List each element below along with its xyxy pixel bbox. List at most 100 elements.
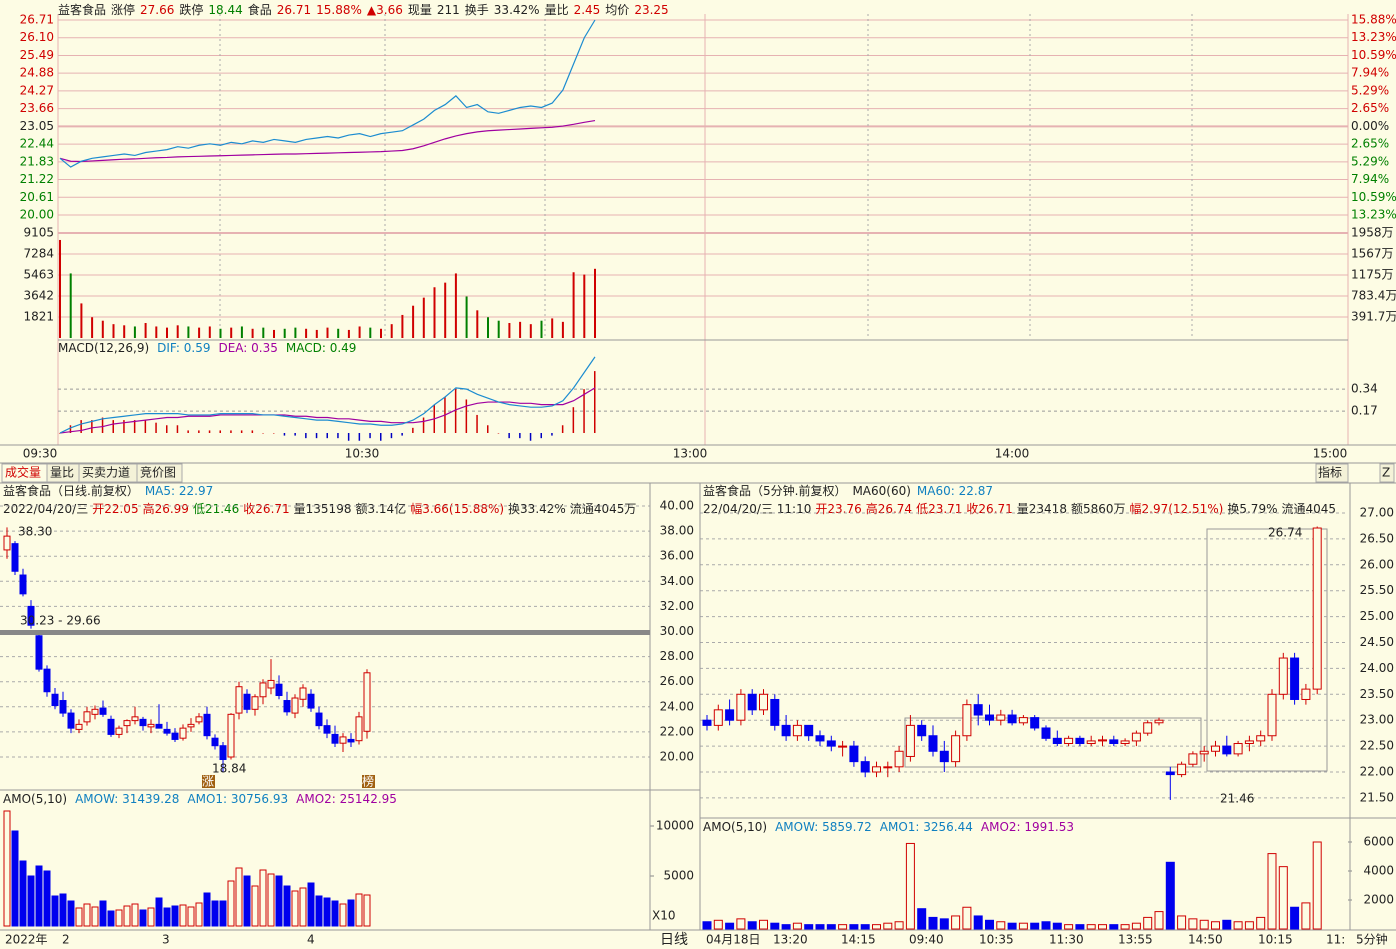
tab-label[interactable]: 量比 bbox=[50, 466, 74, 480]
volume-bar bbox=[380, 328, 382, 338]
volume-bar bbox=[112, 324, 115, 338]
amo-bar bbox=[759, 919, 768, 930]
volume-bar bbox=[91, 317, 94, 338]
candle-body bbox=[19, 574, 27, 595]
dif-line bbox=[59, 356, 596, 434]
candle-body bbox=[1233, 743, 1243, 755]
pct-label: 0.00% bbox=[1351, 119, 1389, 133]
text-item: 跌停 bbox=[179, 2, 203, 17]
text-item: 额3.14亿 bbox=[355, 501, 406, 516]
amo-bar bbox=[1301, 902, 1311, 930]
macd-bar bbox=[294, 433, 296, 436]
date-label: 11: bbox=[1326, 933, 1345, 947]
amo-bar bbox=[894, 921, 904, 930]
axis-label: 36.00 bbox=[660, 549, 694, 563]
text-item: DIF: 0.59 bbox=[157, 341, 210, 355]
candle-body bbox=[1188, 753, 1198, 765]
amo-bar bbox=[962, 906, 972, 930]
candle-body bbox=[83, 711, 91, 723]
tab-label[interactable]: 指标 bbox=[1318, 465, 1342, 480]
macd-bar bbox=[59, 433, 61, 434]
period-label[interactable]: 5分钟 bbox=[1356, 932, 1388, 947]
amo-bar bbox=[1018, 922, 1028, 930]
candle-body bbox=[203, 713, 211, 737]
tab[interactable] bbox=[136, 463, 183, 483]
pct-label: 7.94% bbox=[1351, 66, 1389, 80]
text-item: MACD(12,26,9) bbox=[58, 341, 149, 355]
text-item: 低21.46 bbox=[193, 502, 239, 516]
text-item: AMO(5,10) bbox=[703, 820, 767, 834]
period-label[interactable]: 日线 bbox=[660, 932, 688, 948]
candle-body bbox=[1165, 771, 1175, 776]
macd-bar bbox=[123, 420, 125, 433]
axis-label: 22.50 bbox=[1360, 739, 1394, 753]
tab[interactable] bbox=[1315, 463, 1349, 483]
tab-label[interactable]: 买卖力道 bbox=[82, 466, 130, 480]
tab-label[interactable]: 成交量 bbox=[5, 465, 41, 480]
price-label: 20.00 bbox=[20, 208, 54, 222]
macd-bar bbox=[230, 430, 232, 433]
candle-body bbox=[736, 693, 746, 721]
macd-bar bbox=[283, 433, 286, 436]
candle-body bbox=[259, 682, 267, 698]
amo-bar bbox=[872, 924, 881, 930]
volume-bar bbox=[369, 327, 372, 338]
text-item: 开22.05 bbox=[92, 502, 138, 516]
candle-body bbox=[1301, 688, 1311, 700]
volume-bar bbox=[358, 326, 361, 338]
macd-tick: 0.34 bbox=[1351, 382, 1378, 396]
axis-label: 34.00 bbox=[660, 574, 694, 588]
volume-bar bbox=[273, 329, 275, 338]
macd-bar bbox=[390, 433, 393, 439]
volume-bar bbox=[262, 327, 265, 338]
tab[interactable] bbox=[1379, 463, 1395, 483]
text-item: 幅3.66(15.88%) bbox=[410, 501, 504, 516]
amo-header: AMO(5,10) AMOW: 31439.28 AMO1: 30756.93 AMO… bbox=[3, 792, 397, 806]
candle-body bbox=[894, 750, 904, 768]
text-item: 食品 bbox=[248, 2, 272, 17]
tab-label[interactable]: Z bbox=[1382, 466, 1390, 480]
candle-body bbox=[962, 704, 972, 737]
volume-bar bbox=[294, 327, 297, 338]
amo-bar bbox=[1086, 924, 1096, 930]
amo-bar bbox=[1256, 916, 1266, 930]
candle-body bbox=[243, 693, 251, 710]
candle-body bbox=[11, 543, 19, 572]
pct-label: 2.65% bbox=[1351, 101, 1389, 115]
candle-body bbox=[1278, 657, 1288, 695]
candle-body bbox=[725, 709, 735, 721]
note: 30.23 - 29.66 bbox=[20, 614, 101, 628]
text-item: 幅2.97(12.51%) bbox=[1130, 501, 1224, 516]
amo-bar bbox=[781, 924, 791, 930]
price-line bbox=[59, 19, 596, 168]
candle-body bbox=[187, 723, 195, 728]
candle-body bbox=[1109, 739, 1119, 745]
text-item: 高26.74 bbox=[866, 501, 912, 516]
candle-body bbox=[355, 716, 363, 742]
candle-body bbox=[99, 707, 107, 715]
candle-body bbox=[171, 732, 179, 740]
candle-body bbox=[1098, 739, 1107, 742]
candle-body bbox=[131, 716, 139, 722]
amo-bar bbox=[211, 900, 219, 927]
volume-bar bbox=[69, 273, 72, 338]
candle-body bbox=[951, 735, 961, 763]
volume-label: 9105 bbox=[23, 226, 54, 240]
volume-bar bbox=[465, 296, 468, 338]
volume-bar bbox=[187, 326, 190, 338]
volume-bar bbox=[144, 323, 147, 338]
amo-bar bbox=[99, 900, 107, 927]
candle-body bbox=[883, 766, 893, 769]
amo-bar bbox=[1030, 922, 1040, 930]
candle-body bbox=[283, 700, 291, 713]
text-item: 33.42% bbox=[494, 3, 540, 17]
amo-bar bbox=[1290, 906, 1300, 930]
time-label: 14:00 bbox=[995, 447, 1030, 461]
volume-bar bbox=[412, 305, 415, 338]
macd-bar bbox=[144, 420, 147, 433]
tab-label[interactable]: 竞价图 bbox=[140, 466, 176, 480]
amo-bar bbox=[985, 919, 994, 930]
amo-bar bbox=[747, 921, 757, 930]
volume-bar bbox=[155, 326, 158, 338]
